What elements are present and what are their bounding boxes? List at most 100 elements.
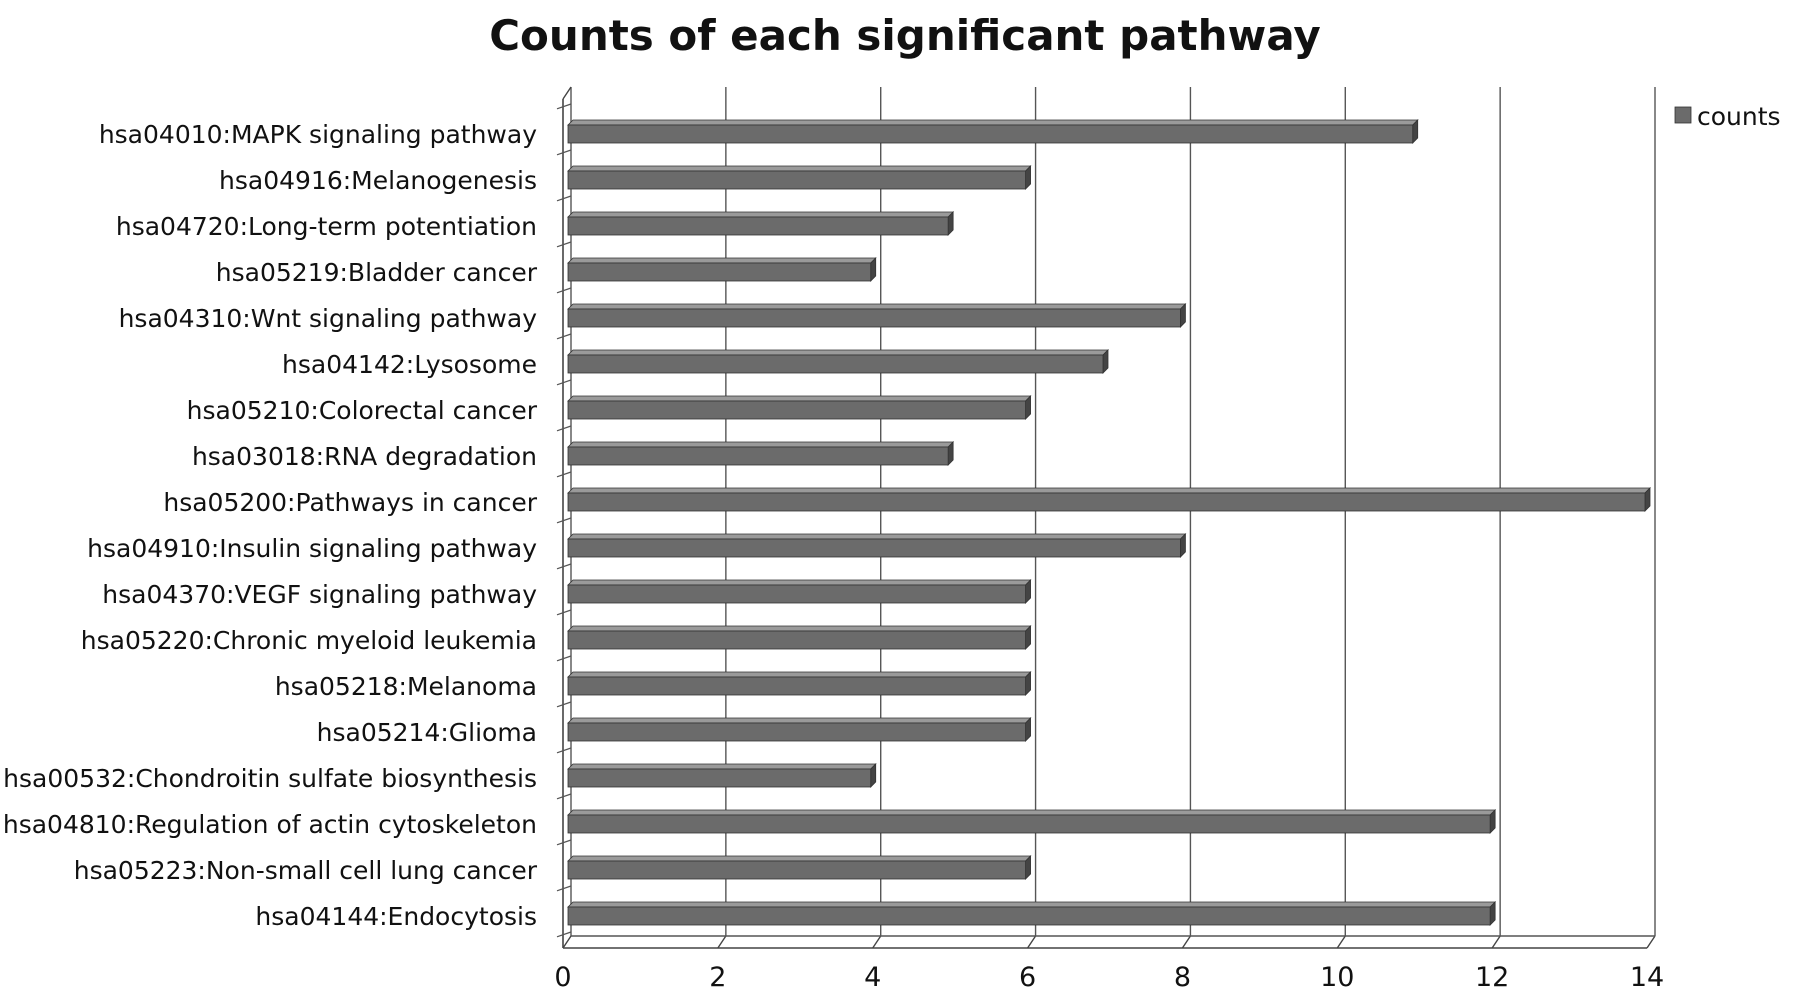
category-label: hsa05218:Melanoma bbox=[275, 672, 537, 701]
bar-top bbox=[567, 809, 1497, 816]
y-axis-top bbox=[562, 86, 572, 100]
x-tick-label: 14 bbox=[1630, 962, 1664, 993]
bar bbox=[567, 441, 955, 466]
y-tick bbox=[556, 379, 572, 386]
y-tick bbox=[556, 241, 572, 248]
category-label: hsa00532:Chondroitin sulfate biosynthesi… bbox=[3, 764, 537, 793]
x-tick-labels: 0 2 4 6 8 10 12 14 bbox=[554, 962, 1664, 993]
floor-tick bbox=[717, 935, 727, 949]
bar-front bbox=[567, 722, 1026, 742]
y-tick bbox=[556, 931, 572, 938]
bar-front bbox=[567, 492, 1646, 512]
y-tick bbox=[556, 839, 572, 846]
bars bbox=[567, 119, 1651, 926]
category-label: hsa04916:Melanogenesis bbox=[219, 166, 537, 195]
y-tick bbox=[556, 747, 572, 754]
floor-tick bbox=[872, 935, 882, 949]
bar-top bbox=[567, 211, 955, 218]
x-tick-label: 4 bbox=[864, 962, 881, 993]
x-tick-label: 8 bbox=[1174, 962, 1191, 993]
y-tick bbox=[556, 701, 572, 708]
legend-swatch bbox=[1674, 106, 1692, 124]
y-tick bbox=[556, 471, 572, 478]
y-tick bbox=[556, 195, 572, 202]
bar bbox=[567, 349, 1109, 374]
y-tick bbox=[556, 103, 572, 110]
y-tick bbox=[556, 425, 572, 432]
bar-top bbox=[567, 487, 1651, 494]
bar-top bbox=[567, 349, 1109, 356]
bar bbox=[567, 395, 1032, 420]
category-label: hsa05220:Chronic myeloid leukemia bbox=[81, 626, 537, 655]
x-tick-label: 2 bbox=[709, 962, 726, 993]
bar bbox=[567, 487, 1651, 512]
bar bbox=[567, 119, 1419, 144]
category-label: hsa04810:Regulation of actin cytoskeleto… bbox=[3, 810, 537, 839]
bar-front bbox=[567, 354, 1104, 374]
category-label: hsa04310:Wnt signaling pathway bbox=[119, 304, 538, 333]
floor-tick bbox=[1646, 935, 1656, 949]
bar-top bbox=[567, 119, 1419, 126]
bar-front bbox=[567, 860, 1026, 880]
floor-tick bbox=[1181, 935, 1192, 949]
bar bbox=[567, 533, 1187, 558]
bar-top bbox=[567, 855, 1032, 862]
bar-top bbox=[567, 303, 1187, 310]
category-label: hsa04142:Lysosome bbox=[282, 350, 537, 379]
bar-front bbox=[567, 768, 872, 788]
bar bbox=[567, 809, 1497, 834]
x-tick-label: 6 bbox=[1019, 962, 1036, 993]
bar bbox=[567, 625, 1032, 650]
category-label: hsa04010:MAPK signaling pathway bbox=[99, 120, 537, 149]
legend-label: counts bbox=[1697, 102, 1781, 131]
category-label: hsa05214:Glioma bbox=[317, 718, 537, 747]
bar-front bbox=[567, 814, 1491, 834]
floor-tick bbox=[562, 935, 572, 949]
axes bbox=[556, 86, 1656, 949]
floor-tick bbox=[1026, 935, 1037, 949]
x-tick-label: 10 bbox=[1320, 962, 1354, 993]
bar-top bbox=[567, 717, 1032, 724]
bar bbox=[567, 717, 1032, 742]
bar bbox=[567, 855, 1032, 880]
bar-top bbox=[567, 395, 1032, 402]
bar bbox=[567, 303, 1187, 328]
bar-front bbox=[567, 538, 1181, 558]
bar bbox=[567, 671, 1032, 696]
chart-title: Counts of each significant pathway bbox=[489, 11, 1321, 60]
bar-front bbox=[567, 584, 1026, 604]
y-tick bbox=[556, 609, 572, 616]
bar-top bbox=[567, 901, 1497, 908]
bar-front bbox=[567, 446, 949, 466]
bar bbox=[567, 165, 1032, 190]
floor-tick bbox=[1491, 935, 1501, 949]
bar-front bbox=[567, 262, 872, 282]
y-tick bbox=[556, 517, 572, 524]
category-labels: hsa04010:MAPK signaling pathway hsa04916:… bbox=[3, 120, 538, 931]
y-tick bbox=[556, 333, 572, 340]
category-label: hsa03018:RNA degradation bbox=[192, 442, 537, 471]
bar bbox=[567, 211, 955, 236]
y-tick bbox=[556, 885, 572, 892]
bar-top bbox=[567, 441, 955, 448]
category-label: hsa05200:Pathways in cancer bbox=[163, 488, 537, 517]
bar-front bbox=[567, 400, 1026, 420]
bar bbox=[567, 257, 877, 282]
x-tick-label: 12 bbox=[1475, 962, 1509, 993]
bar-top bbox=[567, 625, 1032, 632]
bar bbox=[567, 763, 877, 788]
bar-front bbox=[567, 630, 1026, 650]
bar-top bbox=[567, 763, 877, 770]
category-label: hsa04370:VEGF signaling pathway bbox=[102, 580, 537, 609]
category-label: hsa05210:Colorectal cancer bbox=[187, 396, 538, 425]
floor-tick bbox=[1336, 935, 1346, 949]
y-tick bbox=[556, 287, 572, 294]
y-tick bbox=[556, 563, 572, 570]
bar-front bbox=[567, 216, 949, 236]
category-label: hsa05219:Bladder cancer bbox=[216, 258, 538, 287]
bar-front bbox=[567, 124, 1414, 144]
bar-top bbox=[567, 671, 1032, 678]
bar-front bbox=[567, 906, 1491, 926]
category-label: hsa04720:Long-term potentiation bbox=[116, 212, 537, 241]
